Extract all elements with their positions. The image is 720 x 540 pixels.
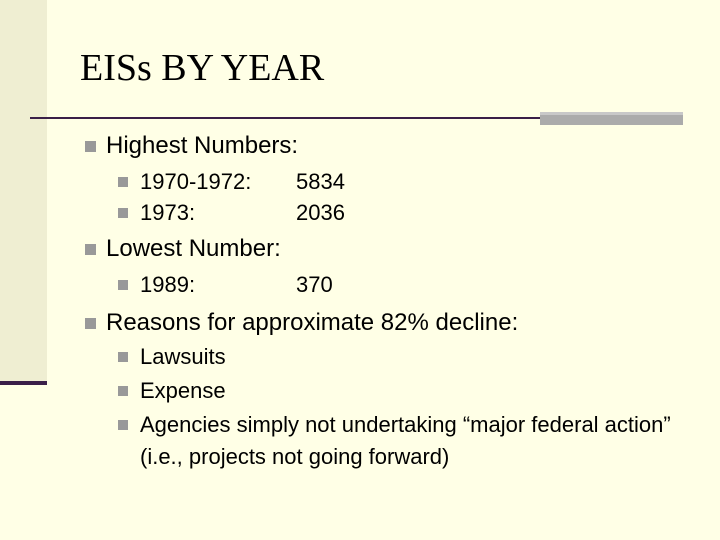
sub-bullet	[118, 352, 128, 362]
sub-bullet	[118, 386, 128, 396]
slide-title: EISs BY YEAR	[80, 47, 325, 89]
title-rule-accent	[540, 112, 683, 125]
side-strip-rule	[0, 381, 47, 385]
side-strip	[0, 0, 47, 382]
sub-bullet	[118, 177, 128, 187]
title-rule	[30, 117, 542, 119]
sub-bullet-text: Lawsuits	[140, 344, 226, 369]
bullet	[85, 141, 96, 152]
sub-bullet-text: Agencies simply not undertaking “major f…	[140, 412, 671, 469]
sub-bullet	[118, 208, 128, 218]
year-label: 1970-1972:	[140, 169, 252, 194]
year-label: 1973:	[140, 200, 196, 225]
sub-bullet-text: Expense	[140, 378, 226, 403]
bullet-text: Reasons for approximate 82% decline:	[106, 309, 519, 336]
bullet	[85, 244, 96, 255]
sub-bullet	[118, 280, 128, 290]
sub-bullet	[118, 420, 128, 430]
count-value: 2036	[296, 200, 345, 225]
bullet	[85, 318, 96, 329]
year-label: 1989:	[140, 272, 196, 297]
count-value: 370	[296, 272, 333, 297]
bullet-text: Lowest Number:	[106, 235, 281, 262]
count-value: 5834	[296, 169, 345, 194]
bullet-text: Highest Numbers:	[106, 132, 299, 159]
